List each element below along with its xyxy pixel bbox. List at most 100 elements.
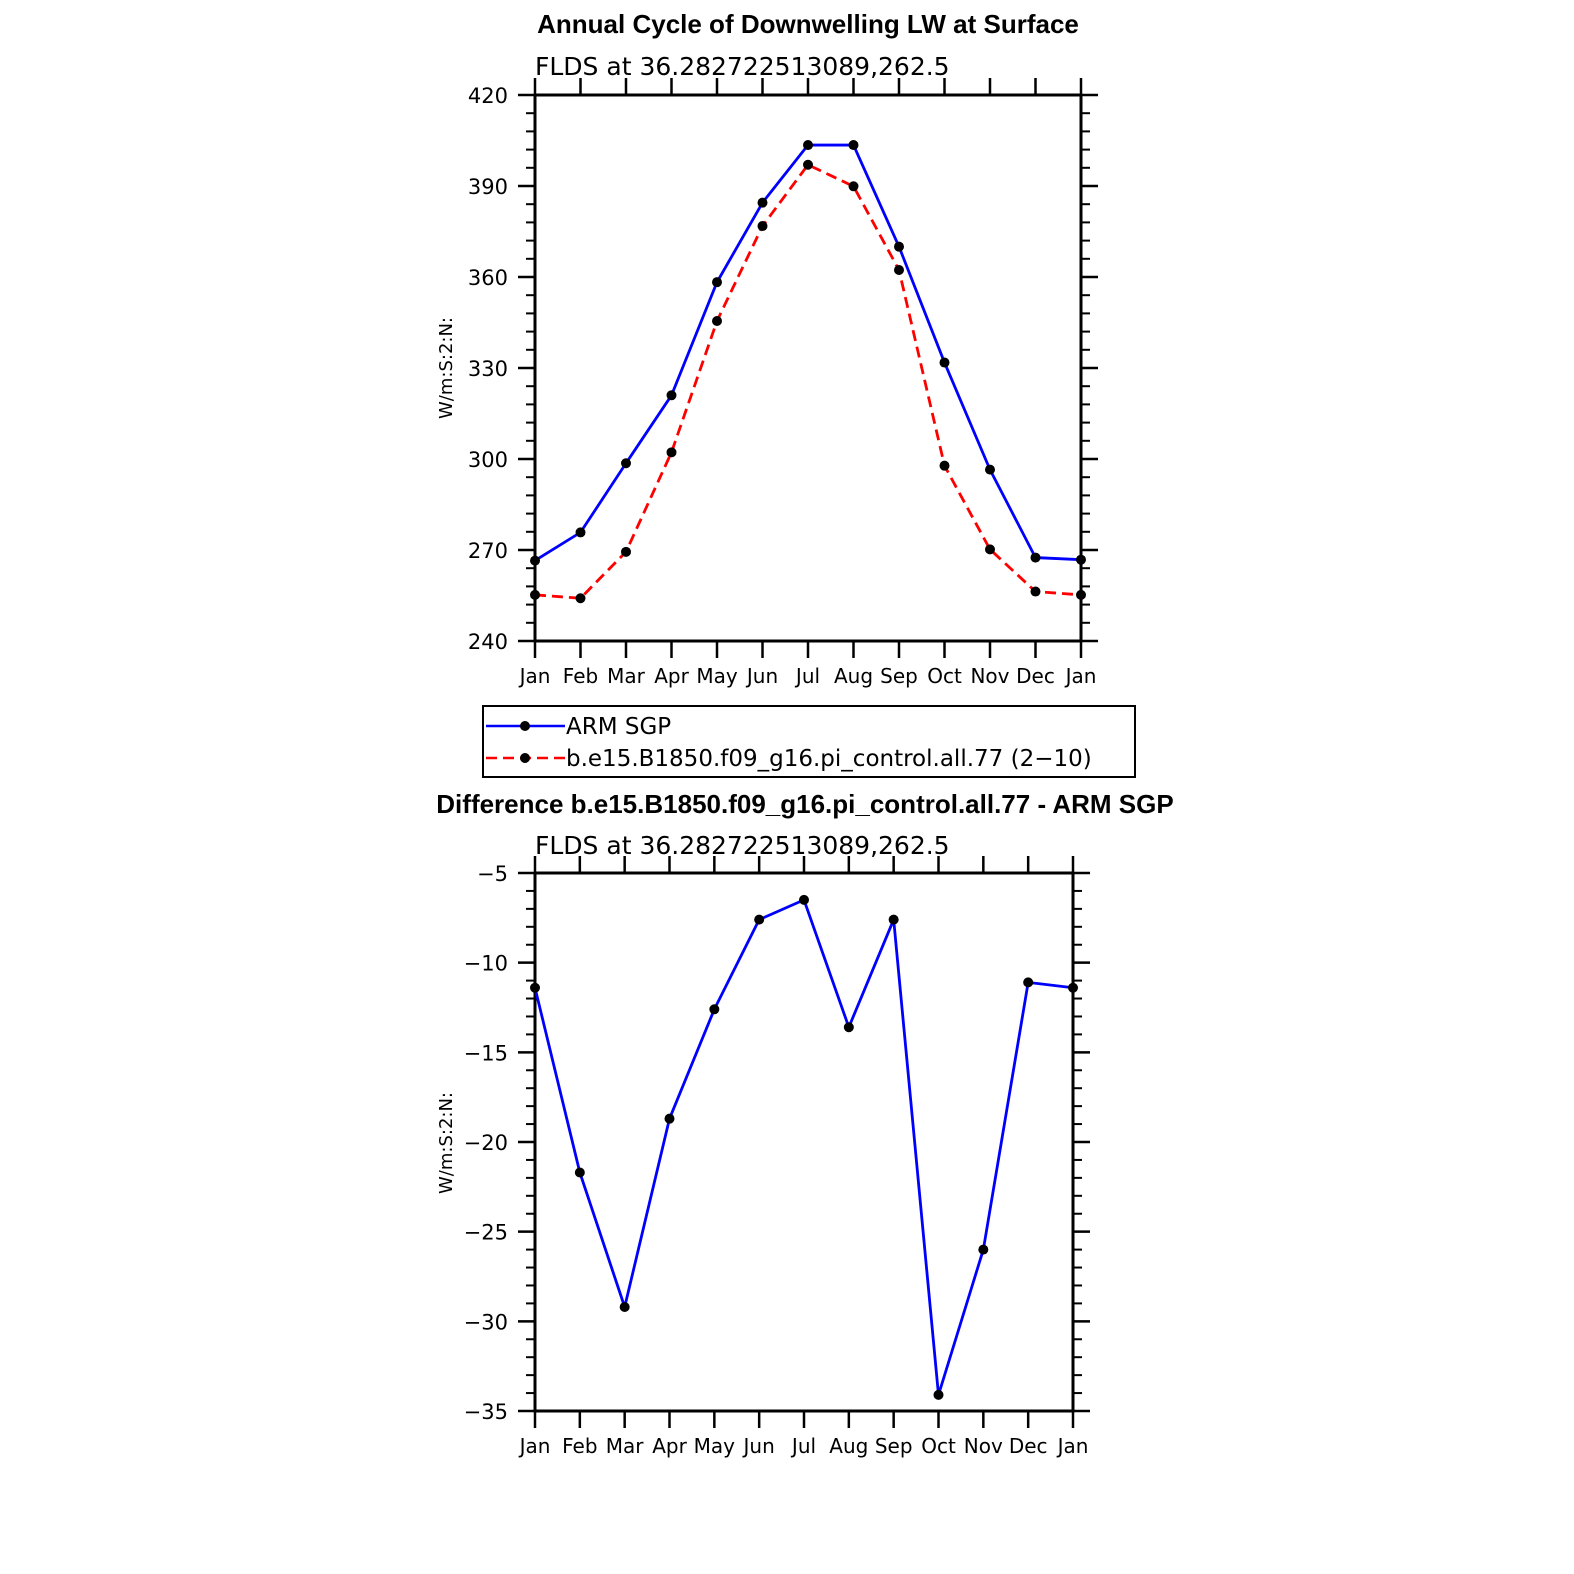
y-tick-label: −10 — [464, 952, 508, 976]
x-tick-label: Aug — [834, 664, 873, 688]
x-tick-label: Nov — [970, 664, 1009, 688]
y-axis-label: W/m:S:2:N: — [436, 1092, 457, 1194]
data-point — [985, 464, 995, 475]
y-tick-label: 240 — [468, 630, 508, 654]
series-line-1 — [534, 163, 1082, 600]
x-tick-label: Dec — [1016, 664, 1055, 688]
x-tick-label: Jul — [794, 664, 820, 688]
data-point — [712, 315, 722, 326]
data-point — [803, 140, 813, 151]
chart-subtitle: FLDS at 36.282722513089,262.5 — [535, 52, 950, 81]
data-point — [939, 460, 950, 471]
y-tick-label: 330 — [468, 357, 508, 381]
data-point — [575, 593, 586, 604]
x-tick-label: Jan — [518, 664, 551, 688]
x-tick-label: Feb — [562, 1434, 597, 1458]
y-tick-label: −35 — [464, 1400, 508, 1424]
data-point — [803, 159, 813, 170]
y-tick-label: 270 — [468, 539, 508, 563]
chart-title: Difference b.e15.B1850.f09_g16.pi_contro… — [436, 789, 1173, 819]
data-point — [1030, 552, 1041, 563]
data-point — [666, 390, 677, 401]
series-line-0 — [533, 898, 1074, 1396]
x-tick-label: Jan — [1056, 1434, 1089, 1458]
data-point — [1076, 554, 1086, 565]
data-point — [757, 197, 768, 208]
series-line-0 — [534, 143, 1082, 562]
data-point — [712, 277, 722, 288]
y-tick-label: −5 — [477, 862, 508, 886]
data-point — [1023, 977, 1034, 988]
chart-subtitle: FLDS at 36.282722513089,262.5 — [535, 831, 950, 860]
data-point — [1068, 982, 1078, 993]
data-point — [894, 241, 904, 252]
y-tick-label: −25 — [464, 1221, 508, 1245]
data-point — [978, 1244, 989, 1255]
x-tick-label: Apr — [654, 664, 689, 688]
data-point — [530, 589, 540, 600]
data-point — [939, 357, 950, 368]
x-tick-label: Feb — [563, 664, 598, 688]
x-tick-label: Jun — [742, 1434, 775, 1458]
y-axis-label: W/m:S:2:N: — [436, 317, 457, 419]
data-point — [709, 1004, 720, 1015]
plot-frame — [533, 871, 1075, 1413]
y-tick-label: 420 — [468, 84, 508, 108]
plot-area: Jan Feb Mar Apr May Jun Jul Aug Sep Oct Nov Dec Jan−… — [464, 856, 1090, 1458]
annual-cycle-chart: Annual Cycle of Downwelling LW at Surfac… — [436, 9, 1098, 688]
legend-marker-model — [520, 753, 530, 763]
y-tick-label: −20 — [464, 1131, 508, 1155]
data-point — [754, 914, 765, 925]
data-point — [574, 1167, 585, 1178]
x-tick-label: Dec — [1009, 1434, 1048, 1458]
data-point — [619, 1301, 630, 1312]
x-tick-label: Sep — [880, 664, 918, 688]
data-point — [530, 555, 540, 566]
x-tick-label: Jun — [745, 664, 778, 688]
x-tick-label: May — [694, 1434, 736, 1458]
data-point — [894, 265, 904, 276]
legend: ARM SGP b.e15.B1850.f09_g16.pi_control.a… — [482, 705, 1136, 778]
data-point — [757, 221, 768, 232]
data-point — [575, 527, 586, 538]
x-tick-label: Sep — [875, 1434, 913, 1458]
x-tick-label: Jul — [790, 1434, 816, 1458]
x-tick-label: Jan — [518, 1434, 551, 1458]
plot-area: Jan Feb Mar Apr May Jun Jul Aug Sep Oct Nov Dec Jan 2… — [468, 78, 1098, 688]
data-point — [848, 140, 859, 151]
x-tick-label: Oct — [927, 664, 962, 688]
data-point — [843, 1022, 854, 1033]
data-point — [1030, 586, 1041, 597]
x-tick-label: Mar — [607, 664, 646, 688]
difference-chart: Difference b.e15.B1850.f09_g16.pi_contro… — [436, 789, 1174, 1458]
x-tick-label: Oct — [921, 1434, 956, 1458]
y-tick-label: 360 — [468, 266, 508, 290]
x-tick-label: Aug — [829, 1434, 868, 1458]
y-tick-label: −30 — [464, 1310, 508, 1334]
legend-label-model: b.e15.B1850.f09_g16.pi_control.all.77 (2… — [566, 746, 1092, 772]
data-point — [530, 982, 540, 993]
data-point — [848, 181, 859, 192]
y-tick-label: 300 — [468, 448, 508, 472]
data-point — [621, 458, 631, 469]
legend-label-arm-sgp: ARM SGP — [566, 714, 671, 740]
data-point — [1076, 589, 1086, 600]
x-tick-label: Apr — [652, 1434, 687, 1458]
data-point — [666, 447, 677, 458]
data-point — [933, 1389, 944, 1400]
legend-box — [482, 705, 1136, 778]
data-point — [621, 546, 631, 557]
y-tick-label: 390 — [468, 175, 508, 199]
data-point — [888, 914, 899, 925]
x-tick-label: Jan — [1064, 664, 1097, 688]
data-point — [985, 544, 995, 555]
data-point — [664, 1113, 675, 1124]
y-tick-label: −15 — [464, 1041, 508, 1065]
x-tick-label: May — [696, 664, 738, 688]
chart-title: Annual Cycle of Downwelling LW at Surfac… — [537, 9, 1079, 39]
legend-marker-arm-sgp — [520, 721, 530, 731]
x-tick-label: Mar — [606, 1434, 645, 1458]
data-point — [799, 894, 809, 905]
x-tick-label: Nov — [964, 1434, 1003, 1458]
